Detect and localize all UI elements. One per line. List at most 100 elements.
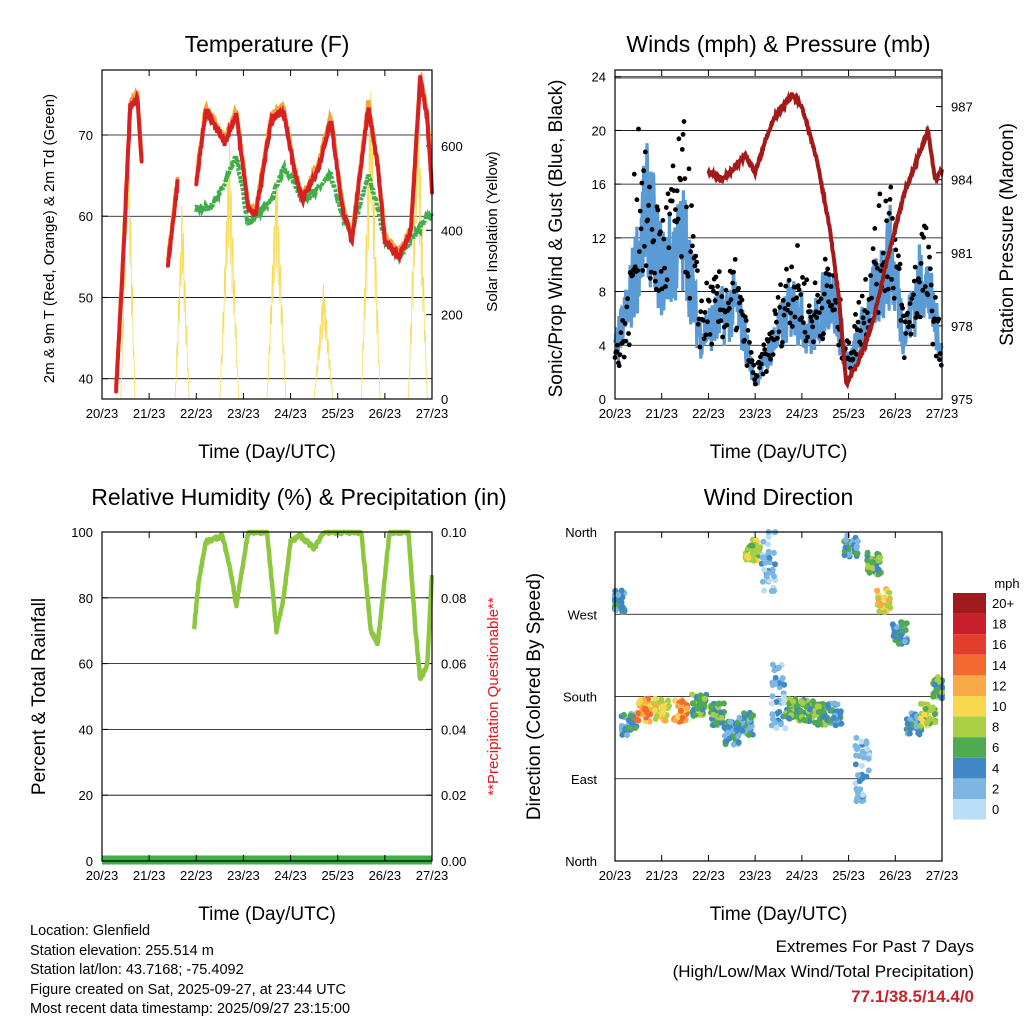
gust-dot bbox=[885, 286, 891, 292]
gust-dot bbox=[731, 269, 736, 275]
gust-dot bbox=[868, 273, 873, 278]
direction-dot bbox=[647, 711, 653, 718]
direction-dot bbox=[736, 714, 743, 721]
gust-dot bbox=[819, 305, 825, 311]
temp-y2tick-label: 600 bbox=[441, 139, 463, 154]
gust-dot bbox=[703, 332, 709, 338]
gust-dot bbox=[768, 356, 773, 362]
gust-dot bbox=[890, 285, 896, 291]
direction-dot bbox=[854, 790, 861, 797]
legend-label: 6 bbox=[992, 740, 999, 755]
direction-dot bbox=[874, 587, 881, 594]
direction-dot bbox=[748, 714, 755, 721]
direction-dot bbox=[870, 559, 877, 566]
temp-xtick-label: 25/23 bbox=[321, 406, 354, 421]
direction-dot bbox=[780, 693, 787, 700]
direction-dot bbox=[781, 681, 788, 688]
gust-dot bbox=[856, 299, 862, 305]
direction-dot bbox=[735, 733, 742, 740]
rh-y2tick-label: 0.08 bbox=[441, 591, 466, 606]
winds-ylabel-left: Sonic/Prop Wind & Gust (Blue, Black) bbox=[546, 80, 567, 398]
gust-dot bbox=[673, 207, 678, 213]
temperature-frame bbox=[101, 69, 433, 400]
direction-dot bbox=[854, 550, 861, 557]
temp-y2tick-label: 200 bbox=[441, 308, 463, 323]
direction-dot bbox=[859, 791, 866, 798]
gust-dot bbox=[869, 295, 874, 301]
recent-timestamp: Most recent data timestamp: 2025/09/27 2… bbox=[30, 1001, 351, 1018]
gust-dots bbox=[612, 119, 944, 387]
direction-dot bbox=[797, 707, 804, 714]
gust-dot bbox=[659, 286, 665, 292]
direction-dot bbox=[886, 589, 893, 596]
direction-dot bbox=[797, 698, 804, 705]
rh-ytick-label: 60 bbox=[79, 657, 93, 672]
direction-dot bbox=[855, 772, 861, 779]
gust-dot bbox=[631, 171, 637, 177]
legend-swatch bbox=[953, 737, 986, 758]
gust-dot bbox=[908, 331, 914, 337]
gust-dot bbox=[917, 279, 922, 285]
gust-dot bbox=[716, 269, 722, 275]
direction-dot bbox=[624, 732, 630, 739]
gust-dot bbox=[623, 338, 629, 344]
direction-dot bbox=[889, 621, 896, 628]
rh-xtick-label: 21/23 bbox=[133, 868, 166, 883]
gust-dot bbox=[898, 318, 904, 323]
gust-dot bbox=[634, 197, 640, 203]
direction-dot bbox=[771, 587, 777, 594]
gust-dot bbox=[685, 273, 691, 279]
direction-dot bbox=[641, 706, 648, 712]
gust-dot bbox=[816, 310, 822, 316]
gust-dot bbox=[820, 336, 826, 342]
winds-frame bbox=[614, 69, 943, 400]
gust-dot bbox=[738, 308, 744, 314]
direction-dot bbox=[785, 715, 792, 722]
direction-dot bbox=[725, 729, 732, 736]
direction-dot bbox=[865, 767, 872, 774]
legend-label: 4 bbox=[992, 761, 999, 776]
gust-dot bbox=[715, 284, 720, 289]
gust-dot bbox=[742, 337, 747, 343]
direction-dot bbox=[735, 724, 742, 731]
gust-dot bbox=[829, 302, 835, 308]
gust-dot bbox=[909, 296, 915, 302]
gust-dot bbox=[855, 319, 861, 325]
dir-xtick-label: 24/23 bbox=[786, 868, 819, 883]
direction-dot bbox=[749, 542, 756, 549]
gust-dot bbox=[682, 176, 688, 182]
gust-dot bbox=[923, 225, 929, 231]
extremes-values: 77.1/38.5/14.4/0 bbox=[851, 987, 974, 1006]
legend-label: 10 bbox=[992, 699, 1006, 714]
humidity-line bbox=[191, 529, 435, 682]
gust-dot bbox=[917, 314, 923, 320]
direction-dot bbox=[765, 534, 772, 540]
gust-dot bbox=[666, 245, 672, 251]
rh-ytick-label: 80 bbox=[79, 591, 93, 606]
gust-dot bbox=[858, 328, 863, 334]
direction-dot bbox=[790, 698, 797, 705]
rh-y2tick-label: 0.02 bbox=[441, 788, 466, 803]
rh-y2tick-label: 0.10 bbox=[441, 525, 466, 540]
gust-dot bbox=[686, 166, 692, 172]
gust-dot bbox=[876, 203, 882, 209]
direction-dot bbox=[777, 721, 784, 728]
gust-dot bbox=[886, 210, 892, 216]
gust-dot bbox=[625, 296, 630, 302]
direction-dot bbox=[901, 638, 908, 645]
direction-dots bbox=[612, 529, 945, 805]
wind-y2tick-label: 978 bbox=[951, 319, 973, 334]
temp-xlabel: Time (Day/UTC) bbox=[198, 442, 336, 463]
temp-ytick-label: 40 bbox=[79, 372, 93, 387]
wind-y2tick-label: 984 bbox=[951, 173, 973, 188]
direction-dot bbox=[710, 711, 717, 718]
wind-ytick-label: 20 bbox=[592, 123, 606, 138]
gust-dot bbox=[788, 310, 794, 316]
direction-dot bbox=[922, 705, 929, 712]
gust-dot bbox=[630, 272, 636, 278]
gust-dot bbox=[651, 238, 657, 244]
gust-dot bbox=[921, 235, 926, 240]
temperature-title: Temperature (F) bbox=[185, 31, 350, 57]
gust-dot bbox=[929, 308, 935, 314]
gust-dot bbox=[730, 280, 736, 286]
